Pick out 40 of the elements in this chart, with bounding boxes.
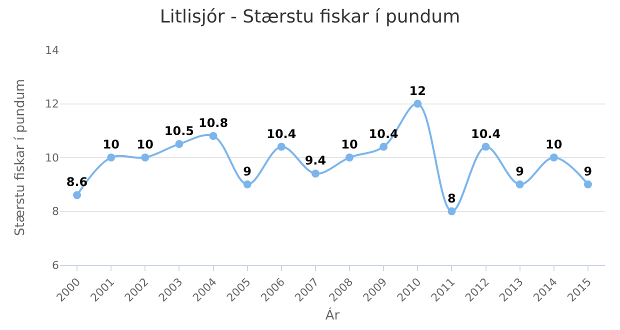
point bbox=[550, 154, 558, 162]
chart-title: Litlisjór - Stærstu fiskar í pundum bbox=[160, 6, 460, 28]
data-label: 10 bbox=[102, 138, 120, 152]
y-axis-title: Stærstu fiskar í pundum bbox=[13, 78, 28, 236]
point bbox=[346, 154, 354, 162]
data-label: 9.4 bbox=[304, 154, 326, 168]
point bbox=[73, 191, 82, 200]
point bbox=[380, 142, 388, 151]
data-label: 10.5 bbox=[164, 124, 194, 138]
data-label: 10.4 bbox=[266, 126, 296, 141]
point bbox=[243, 180, 252, 188]
data-label: 9 bbox=[516, 164, 524, 178]
point bbox=[311, 170, 320, 178]
data-label: 8.6 bbox=[66, 175, 88, 190]
data-label: 9 bbox=[243, 164, 252, 178]
x-axis-title: Ár bbox=[325, 306, 340, 324]
data-label: 8 bbox=[448, 191, 456, 206]
data-label: 9 bbox=[584, 164, 592, 178]
data-label: 10.4 bbox=[368, 126, 398, 141]
point bbox=[175, 140, 184, 148]
data-label: 12 bbox=[409, 84, 426, 98]
point bbox=[209, 132, 218, 140]
point bbox=[107, 154, 116, 162]
data-label: 10 bbox=[546, 138, 562, 152]
point bbox=[584, 180, 592, 188]
point bbox=[448, 207, 456, 216]
y-tick-label: 10 bbox=[45, 151, 59, 164]
data-label: 10 bbox=[136, 138, 154, 152]
point bbox=[414, 100, 422, 108]
data-label: 10 bbox=[341, 138, 358, 152]
data-label: 10.8 bbox=[198, 116, 228, 130]
point bbox=[277, 142, 286, 151]
point bbox=[516, 180, 524, 188]
y-tick-label: 12 bbox=[45, 98, 59, 111]
point bbox=[482, 142, 490, 151]
point bbox=[141, 154, 150, 162]
y-tick-label: 6 bbox=[52, 258, 59, 272]
data-label: 10.4 bbox=[470, 126, 501, 141]
y-tick-label: 8 bbox=[52, 205, 59, 218]
y-tick-label: 14 bbox=[45, 44, 59, 57]
